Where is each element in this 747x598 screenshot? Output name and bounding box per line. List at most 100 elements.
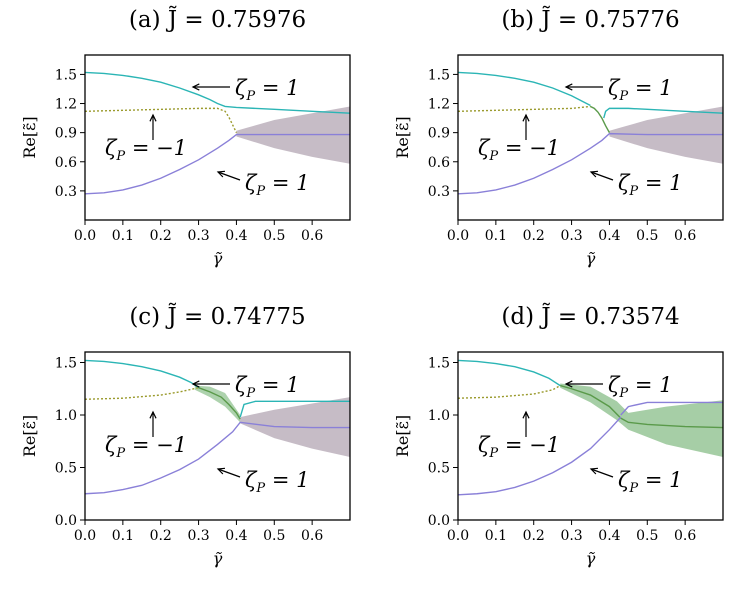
x-axis-label: γ̃ (213, 549, 223, 568)
x-tick-label: 0.1 (485, 528, 507, 544)
x-tick-label: 0.5 (636, 528, 658, 544)
y-tick-label: 0.6 (55, 155, 77, 171)
annotation-label-0: ζP = 1 (608, 373, 672, 401)
x-axis-label: γ̃ (586, 549, 596, 568)
series-line-3 (620, 401, 723, 416)
y-axis-label: Re[ε̃] (20, 415, 39, 457)
annotation-label-2: ζP = 1 (245, 468, 309, 496)
series-line-0 (84, 71, 351, 114)
annotation-arrow-2 (590, 171, 614, 181)
annotation-label-0: ζP = 1 (608, 76, 672, 104)
series-line-4 (457, 132, 723, 195)
annotation-arrow-2 (217, 468, 241, 478)
plot-frame (84, 54, 351, 221)
annotation-arrowhead-1 (149, 410, 157, 419)
y-tick-label: 0.9 (55, 126, 77, 142)
series-line-3 (239, 400, 350, 418)
x-tick-label: 0.1 (112, 228, 134, 244)
x-tick-label: 0.3 (560, 528, 582, 544)
annotation-label-0: ζP = 1 (235, 76, 299, 104)
x-tick-label: 0.4 (225, 228, 247, 244)
x-tick-label: 0.3 (560, 228, 582, 244)
series-line-1 (457, 384, 561, 399)
annotation-label-1: ζP = −1 (105, 136, 187, 164)
y-axis-label: Re[ε̃] (393, 415, 412, 457)
series-line-2 (84, 133, 350, 195)
x-axis-label: γ̃ (213, 249, 223, 268)
series-line-1 (84, 107, 238, 133)
plot-frame (457, 54, 724, 221)
y-tick-label: 0.5 (428, 461, 450, 477)
panel-a: (a) J̃ = 0.75976 0.0 0.1 0.2 0.3 0.4 0.5 0.6 0.3… (20, 7, 351, 268)
series-line-2 (560, 384, 724, 429)
x-tick-label: 0.4 (225, 528, 247, 544)
series-line-3 (603, 107, 724, 119)
y-axis-label: Re[ε̃] (20, 116, 39, 158)
x-tick-label: 0.2 (523, 528, 545, 544)
y-tick-label: 1.2 (55, 97, 77, 113)
y-tick-label: 1.5 (428, 356, 450, 372)
x-tick-label: 0.5 (263, 228, 285, 244)
panel-c: (c) J̃ = 0.74775 0.0 0.1 0.2 0.3 0.4 0.5 0.6 0.0… (20, 304, 351, 568)
annotation-arrowhead-1 (149, 113, 157, 122)
x-axis-label: γ̃ (586, 249, 596, 268)
x-tick-label: 0.3 (187, 228, 209, 244)
annotation-arrowhead-2 (216, 467, 226, 475)
x-tick-label: 0.2 (150, 228, 172, 244)
y-tick-label: 0.3 (428, 184, 450, 200)
y-tick-label: 1.0 (55, 408, 77, 424)
annotation-arrowhead-2 (589, 170, 599, 178)
x-tick-label: 0.4 (598, 528, 620, 544)
panel-d: (d) J̃ = 0.73574 0.0 0.1 0.2 0.3 0.4 0.5 0.6 0.0… (393, 304, 724, 568)
y-tick-label: 1.5 (428, 67, 450, 83)
y-axis-label: Re[ε̃] (393, 116, 412, 158)
y-tick-label: 1.0 (428, 408, 450, 424)
y-tick-label: 1.5 (55, 356, 77, 372)
series-line-2 (590, 105, 611, 133)
x-tick-label: 0.0 (74, 228, 96, 244)
series-line-2 (198, 387, 241, 420)
y-tick-label: 0.9 (428, 126, 450, 142)
x-tick-label: 0.0 (447, 528, 469, 544)
annotation-arrow-2 (590, 468, 614, 478)
x-tick-label: 0.2 (523, 228, 545, 244)
y-tick-label: 1.2 (428, 97, 450, 113)
annotation-arrowhead-0 (191, 380, 200, 388)
series-line-0 (84, 359, 199, 389)
annotation-arrowhead-0 (564, 83, 573, 91)
x-tick-label: 0.5 (263, 528, 285, 544)
y-tick-label: 0.5 (55, 461, 77, 477)
series-line-1 (84, 387, 199, 400)
x-tick-label: 0.6 (301, 228, 323, 244)
annotation-label-1: ζP = −1 (478, 136, 560, 164)
plot-frame (457, 351, 724, 521)
annotation-label-2: ζP = 1 (245, 171, 309, 199)
x-tick-label: 0.5 (636, 228, 658, 244)
y-tick-label: 0.3 (55, 184, 77, 200)
y-tick-label: 0.0 (428, 513, 450, 529)
annotation-arrowhead-2 (589, 467, 599, 475)
panel-title: (c) J̃ = 0.74775 (129, 304, 305, 330)
x-tick-label: 0.1 (485, 228, 507, 244)
annotation-arrowhead-1 (522, 410, 530, 419)
x-tick-label: 0.4 (598, 228, 620, 244)
series-line-1 (457, 105, 591, 112)
series-line-4 (84, 421, 350, 495)
panel-title: (b) J̃ = 0.75776 (501, 7, 679, 33)
annotation-label-2: ζP = 1 (618, 171, 682, 199)
x-tick-label: 0.6 (301, 528, 323, 544)
x-tick-label: 0.0 (74, 528, 96, 544)
annotation-arrowhead-1 (522, 113, 530, 122)
x-tick-label: 0.3 (187, 528, 209, 544)
panel-title: (a) J̃ = 0.75976 (129, 7, 306, 33)
y-tick-label: 0.0 (55, 513, 77, 529)
series-line-0 (457, 359, 561, 387)
annotation-arrow-2 (217, 171, 241, 181)
annotation-label-1: ζP = −1 (105, 433, 187, 461)
x-tick-label: 0.6 (674, 228, 696, 244)
series-line-0 (457, 71, 591, 107)
confidence-band-0 (194, 385, 241, 423)
annotation-label-2: ζP = 1 (618, 468, 682, 496)
panel-b: (b) J̃ = 0.75776 0.0 0.1 0.2 0.3 0.4 0.5 0.6 0.3… (393, 7, 724, 268)
annotation-label-0: ζP = 1 (235, 373, 299, 401)
